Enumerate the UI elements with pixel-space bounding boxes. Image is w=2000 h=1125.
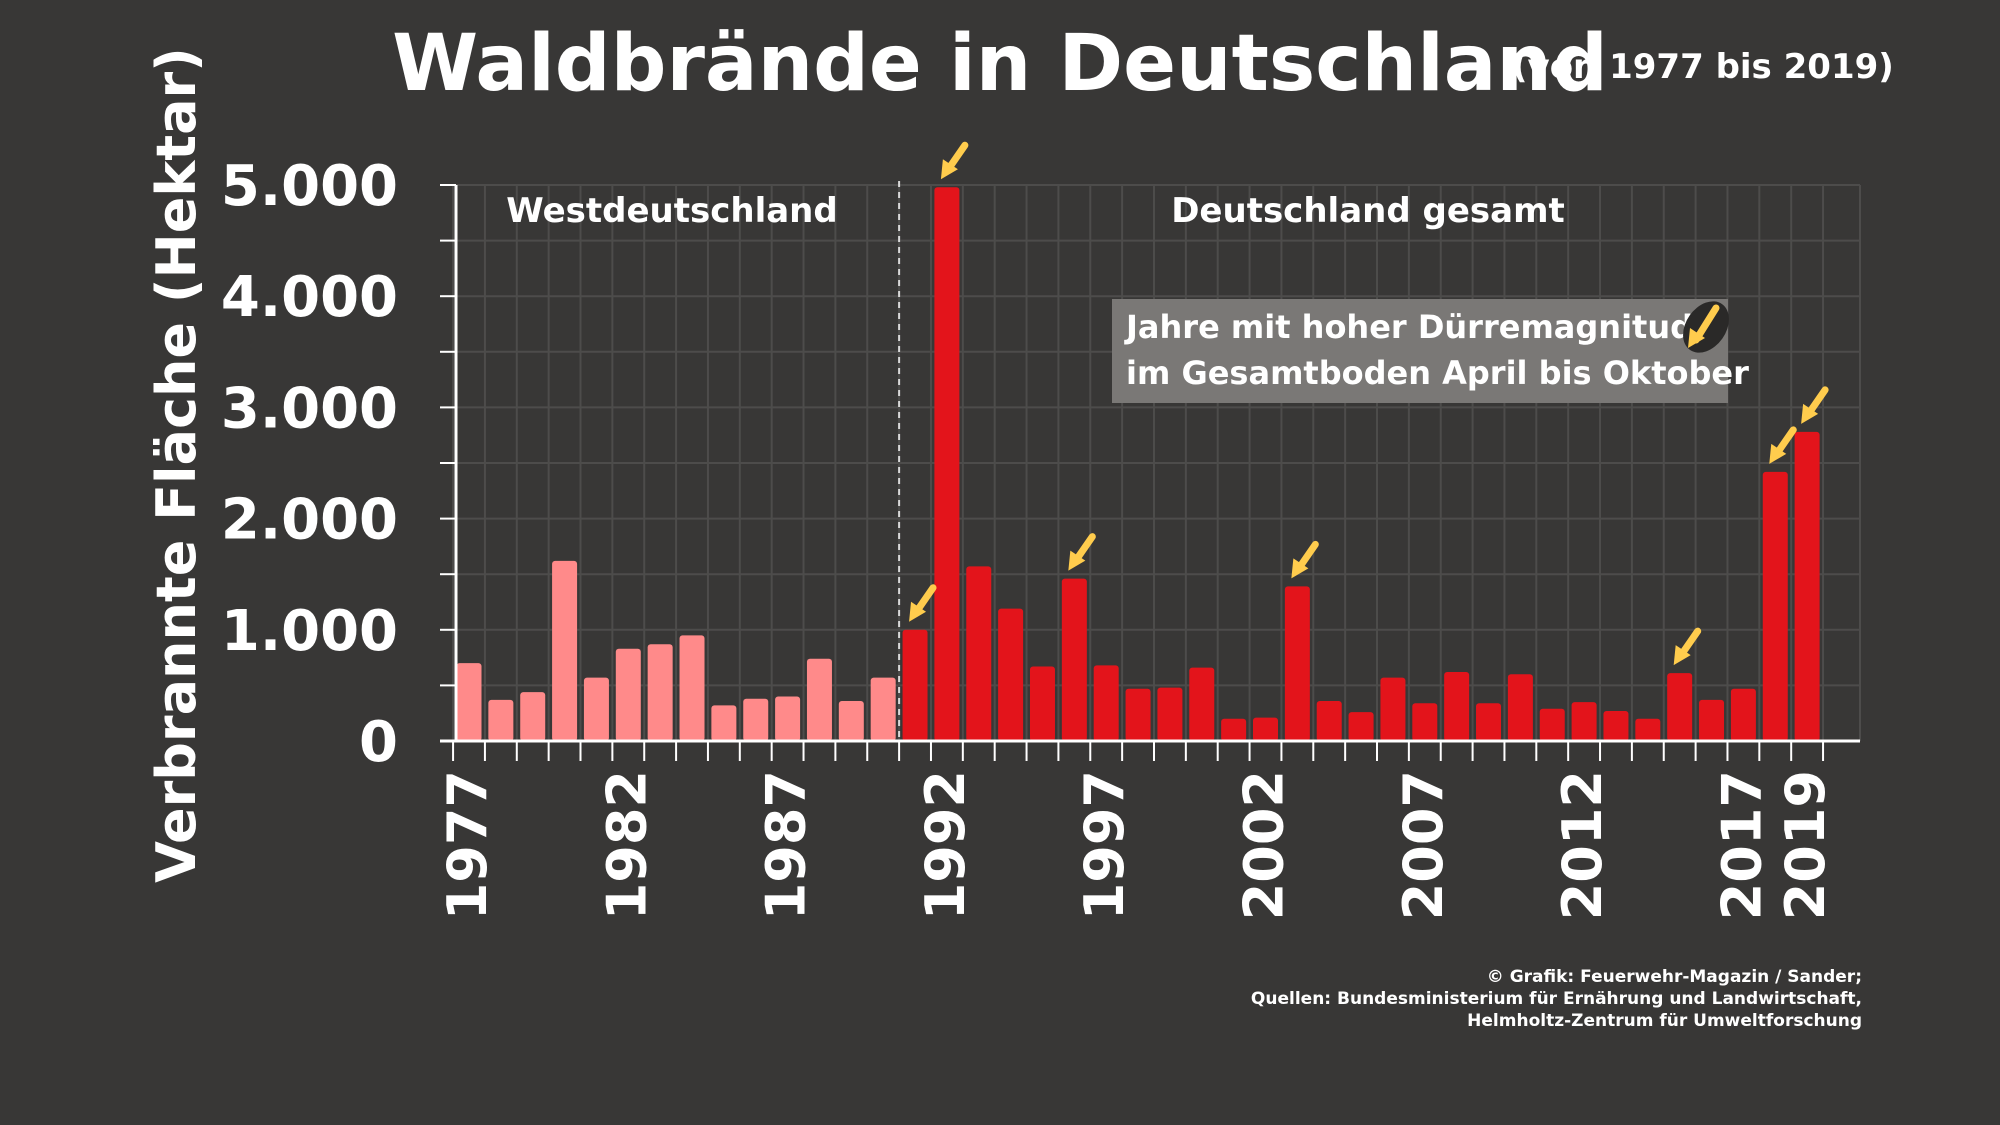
y-axis-label: Verbrannte Fläche (Hektar) xyxy=(145,47,208,883)
bar-1985 xyxy=(711,705,737,741)
bar-1980 xyxy=(552,560,578,741)
drought-arrow-1996 xyxy=(1068,533,1096,571)
bar-2005 xyxy=(1348,712,1374,741)
bar-1997 xyxy=(1093,665,1119,741)
y-tick-label: 4.000 xyxy=(221,265,398,330)
bar-1996 xyxy=(1061,578,1087,741)
bar-1977 xyxy=(456,663,482,741)
bar-2019 xyxy=(1794,431,1820,741)
bar-1991 xyxy=(902,629,928,741)
chart-subtitle: (von 1977 bis 2019) xyxy=(1512,47,1894,87)
bar-2013 xyxy=(1603,710,1629,741)
bar-1999 xyxy=(1157,687,1183,741)
x-tick-label: 2019 xyxy=(1774,770,1837,920)
drought-legend-box: Jahre mit hoher Dürremagnitude im Gesamt… xyxy=(1112,299,1749,403)
bar-1986 xyxy=(743,698,769,741)
legend-note-line-2: im Gesamtboden April bis Oktober xyxy=(1126,354,1749,392)
bar-1989 xyxy=(838,700,864,741)
bar-2016 xyxy=(1699,699,1725,741)
x-tick-label: 2007 xyxy=(1392,770,1455,920)
y-tick-label: 0 xyxy=(359,710,398,775)
x-tick-label: 2017 xyxy=(1710,770,1773,920)
y-tick-label: 2.000 xyxy=(221,488,398,553)
bar-2004 xyxy=(1316,700,1342,741)
region-label-total: Deutschland gesamt xyxy=(1171,191,1565,231)
bar-2017 xyxy=(1730,688,1756,741)
drought-arrow-1991 xyxy=(909,584,937,622)
legend-note-line-1: Jahre mit hoher Dürremagnitude xyxy=(1124,308,1715,346)
bar-1978 xyxy=(488,699,514,741)
x-tick-label: 2002 xyxy=(1233,770,1296,920)
bar-1988 xyxy=(806,658,832,741)
bar-2018 xyxy=(1762,471,1788,741)
grid xyxy=(452,181,1861,741)
chart-title: Waldbrände in Deutschland xyxy=(392,19,1608,109)
bar-2000 xyxy=(1189,667,1215,741)
bar-1990 xyxy=(870,677,896,741)
bar-1992 xyxy=(934,187,960,741)
drought-arrows xyxy=(909,141,1829,666)
credit-line-1: © Grafik: Feuerwehr-Magazin / Sander; xyxy=(1487,967,1862,987)
bar-1987 xyxy=(775,696,801,741)
x-tick-label: 1997 xyxy=(1073,770,1136,920)
axes: 0 1.000 2.000 3.000 4.000 5.000 1977 1982 1987 19… xyxy=(221,154,1860,920)
bar-2014 xyxy=(1635,718,1661,741)
credit-line-3: Helmholtz-Zentrum für Umweltforschung xyxy=(1467,1011,1862,1031)
bar-2015 xyxy=(1667,673,1693,741)
y-tick-label: 5.000 xyxy=(221,154,398,219)
bar-2009 xyxy=(1476,703,1502,741)
drought-arrow-2003 xyxy=(1291,540,1319,579)
drought-arrow-2019 xyxy=(1801,386,1829,424)
bar-2003 xyxy=(1284,586,1310,741)
bar-2007 xyxy=(1412,703,1438,741)
x-tick-label: 1982 xyxy=(595,770,658,920)
bar-2011 xyxy=(1539,708,1565,741)
bar-1995 xyxy=(1029,666,1055,741)
drought-arrow-1992 xyxy=(940,141,969,180)
bar-2002 xyxy=(1253,717,1278,741)
bar-1982 xyxy=(615,648,641,741)
credits: © Grafik: Feuerwehr-Magazin / Sander; Qu… xyxy=(1251,967,1862,1031)
bar-2006 xyxy=(1380,677,1406,741)
bar-1984 xyxy=(679,635,705,741)
credit-line-2: Quellen: Bundesministerium für Ernährung… xyxy=(1251,989,1862,1009)
bar-2008 xyxy=(1444,672,1470,741)
x-tick-label: 2012 xyxy=(1551,770,1614,920)
x-tick-label: 1977 xyxy=(436,770,499,920)
x-tick-label: 1992 xyxy=(914,770,977,920)
bar-2012 xyxy=(1571,702,1597,741)
drought-arrow-2018 xyxy=(1769,426,1797,464)
region-label-west: Westdeutschland xyxy=(506,191,837,231)
x-tick-label: 1987 xyxy=(755,770,818,920)
legend-arrow-icon xyxy=(1683,301,1729,353)
bar-1993 xyxy=(966,566,992,741)
bars xyxy=(456,187,1820,741)
y-tick-label: 3.000 xyxy=(221,376,398,441)
bar-1979 xyxy=(520,692,546,741)
bar-1983 xyxy=(647,644,673,741)
bar-1994 xyxy=(998,608,1024,741)
bar-1998 xyxy=(1125,688,1151,741)
bar-2010 xyxy=(1507,674,1533,741)
drought-arrow-2015 xyxy=(1673,627,1702,666)
bar-1981 xyxy=(583,677,609,741)
y-tick-label: 1.000 xyxy=(221,599,398,664)
bar-2001 xyxy=(1221,718,1247,741)
